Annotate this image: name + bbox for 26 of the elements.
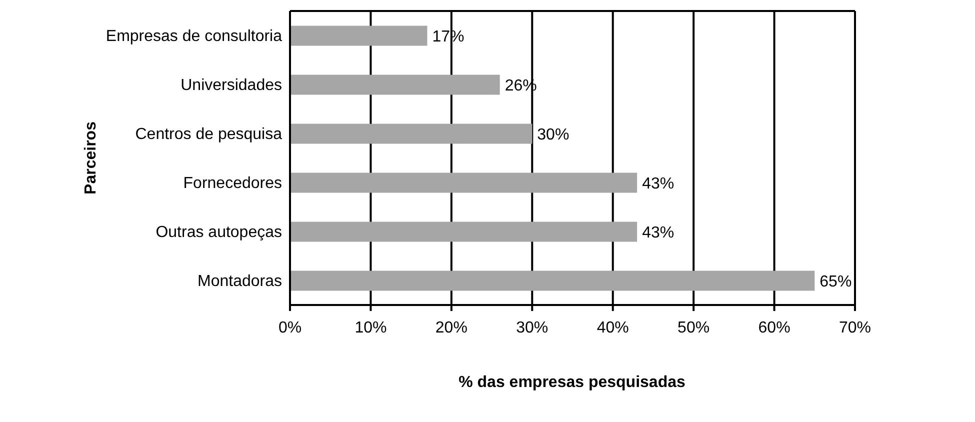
y-tick-label: Fornecedores (183, 175, 282, 192)
y-tick-label: Empresas de consultoria (106, 28, 282, 46)
y-axis-title: Parceiros (82, 121, 100, 194)
bar (290, 222, 638, 242)
x-axis-title: % das empresas pesquisadas (458, 374, 686, 392)
bar (290, 172, 638, 193)
data-label: 65% (820, 273, 852, 290)
y-tick-label: Montadoras (198, 273, 282, 290)
x-tick-label: 40% (596, 319, 629, 336)
x-tick-label: 20% (435, 319, 468, 336)
x-tick-label: 0% (278, 319, 302, 336)
x-tick-label: 50% (678, 319, 710, 336)
x-tick-label: 30% (516, 319, 548, 336)
data-label: 43% (642, 224, 674, 242)
bar (290, 26, 428, 46)
x-tick-label: 10% (354, 319, 387, 336)
x-tick-label: 70% (838, 319, 872, 336)
data-label: 43% (642, 175, 674, 192)
bar (290, 270, 815, 291)
y-tick-label: Centros de pesquisa (135, 126, 282, 144)
bar (290, 124, 532, 144)
data-label: 30% (537, 126, 570, 144)
x-tick-label: 60% (758, 319, 790, 336)
y-tick-label: Outras autopeças (156, 224, 282, 242)
y-tick-label: Universidades (180, 77, 282, 94)
bar (290, 74, 500, 95)
